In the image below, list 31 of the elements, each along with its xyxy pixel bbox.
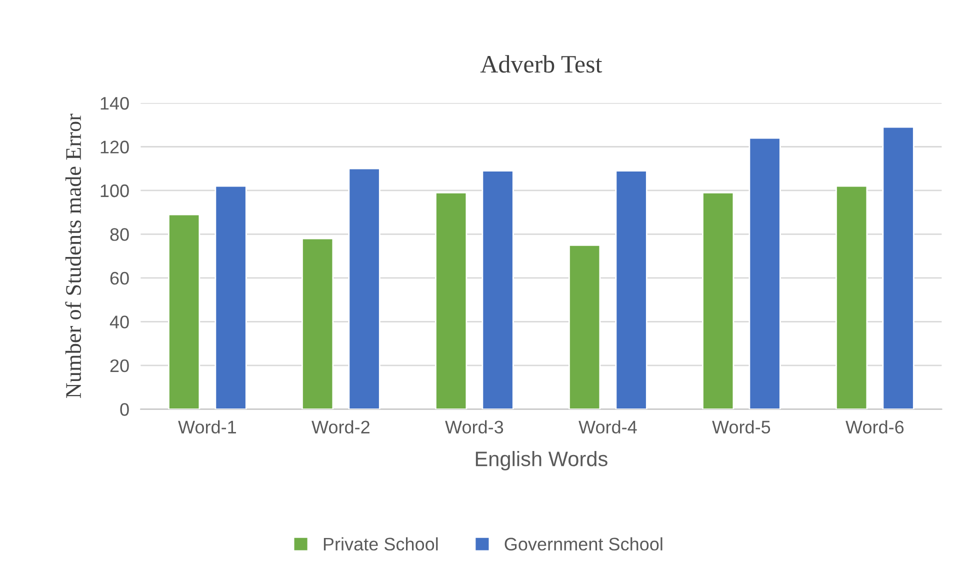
bar — [615, 170, 648, 410]
x-tick-label: Word-5 — [712, 420, 770, 434]
bar — [748, 137, 781, 410]
x-tick-label: Word-6 — [846, 420, 904, 434]
y-tick-label: 120 — [100, 140, 129, 154]
y-tick-label: 60 — [110, 272, 129, 285]
legend-label: Government School — [504, 537, 662, 551]
y-tick-label: 40 — [110, 316, 129, 328]
y-tick-label: 0 — [120, 403, 129, 416]
bar — [214, 185, 247, 410]
bar — [702, 192, 734, 410]
x-tick-label: Word-3 — [445, 420, 504, 434]
bar — [348, 168, 380, 410]
bar — [302, 238, 334, 410]
x-tick-label: Word-1 — [178, 420, 236, 434]
y-axis-title: Number of Students made Error — [65, 114, 82, 398]
chart-title: Adverb Test — [480, 55, 602, 73]
x-tick-label: Word-2 — [312, 420, 370, 434]
x-tick-label: Word-4 — [578, 420, 637, 434]
bar — [568, 244, 601, 410]
x-axis-title: English Words — [476, 450, 608, 470]
bar — [482, 170, 514, 410]
bar — [882, 126, 914, 410]
y-tick-label: 80 — [110, 228, 129, 241]
bar — [168, 214, 200, 410]
bar — [435, 192, 468, 410]
legend-label: Private School — [324, 537, 438, 551]
y-tick-label: 140 — [100, 96, 129, 110]
y-tick-label: 20 — [110, 359, 129, 372]
y-tick-label: 100 — [100, 184, 129, 198]
bar — [836, 185, 868, 410]
